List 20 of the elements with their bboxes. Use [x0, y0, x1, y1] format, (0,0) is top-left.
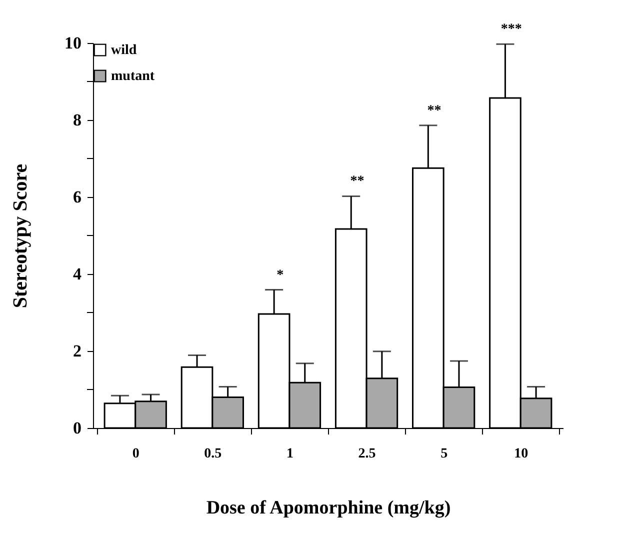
y-tick-label: 8 [73, 110, 82, 130]
x-tick-label: 10 [514, 446, 528, 462]
y-tick-label: 0 [73, 418, 82, 438]
y-tick-label: 4 [73, 264, 82, 284]
x-tick-label: 1 [286, 446, 294, 462]
y-axis-title: Stereotypy Score [10, 164, 32, 308]
x-tick-label: 0 [132, 446, 140, 462]
x-tick-label: 5 [440, 446, 448, 462]
y-tick-label: 6 [73, 188, 82, 206]
annotation: * [276, 268, 284, 283]
y-tick-label: 2 [73, 342, 82, 360]
annotation: ** [350, 174, 364, 190]
legend-label: mutant [111, 69, 155, 84]
legend-label: wild [111, 43, 137, 58]
x-tick-label: 0.5 [204, 446, 222, 462]
y-tick-label: 10 [64, 34, 82, 52]
x-axis-title: Dose of Apomorphine (mg/kg) [206, 498, 451, 518]
x-tick-label: 2.5 [358, 446, 376, 462]
text: *** [500, 22, 522, 38]
annotation: ** [427, 103, 442, 118]
